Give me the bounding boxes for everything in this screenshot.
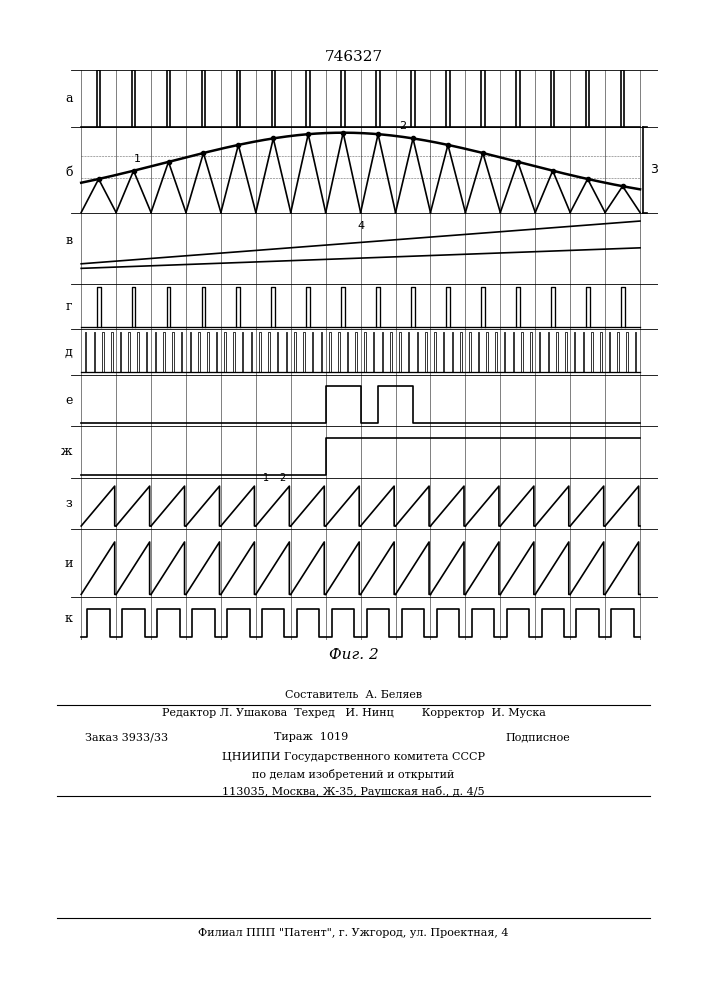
Text: и: и [64, 557, 72, 570]
Text: Подписное: Подписное [505, 732, 570, 742]
Text: 1: 1 [134, 154, 141, 164]
Text: ж: ж [61, 445, 72, 458]
Text: 746327: 746327 [325, 50, 382, 64]
Text: 2: 2 [279, 473, 285, 483]
Text: к: к [64, 612, 72, 625]
Text: е: е [65, 394, 72, 407]
Text: 4: 4 [357, 221, 364, 231]
Text: Составитель  А. Беляев: Составитель А. Беляев [285, 690, 422, 700]
Text: Фиг. 2: Фиг. 2 [329, 648, 378, 662]
Text: Редактор Л. Ушакова  Техред   И. Нинц        Корректор  И. Муска: Редактор Л. Ушакова Техред И. Нинц Корре… [162, 708, 545, 718]
Text: д: д [65, 346, 72, 359]
Text: г: г [66, 300, 72, 313]
Text: ЦНИИПИ Государственного комитета СССР: ЦНИИПИ Государственного комитета СССР [222, 752, 485, 762]
Text: 113035, Москва, Ж-35, Раушская наб., д. 4/5: 113035, Москва, Ж-35, Раушская наб., д. … [222, 786, 485, 797]
Text: з: з [66, 497, 72, 510]
Text: б: б [65, 166, 72, 179]
Text: 2: 2 [399, 121, 406, 131]
Text: 3: 3 [650, 163, 658, 176]
Text: Заказ 3933/33: Заказ 3933/33 [85, 732, 168, 742]
Text: 1: 1 [263, 473, 269, 483]
Text: Тираж  1019: Тираж 1019 [274, 732, 349, 742]
Text: в: в [65, 234, 72, 247]
Text: Филиал ППП "Патент", г. Ужгород, ул. Проектная, 4: Филиал ППП "Патент", г. Ужгород, ул. Про… [198, 928, 509, 938]
Text: по делам изобретений и открытий: по делам изобретений и открытий [252, 769, 455, 780]
Text: а: а [65, 92, 72, 105]
